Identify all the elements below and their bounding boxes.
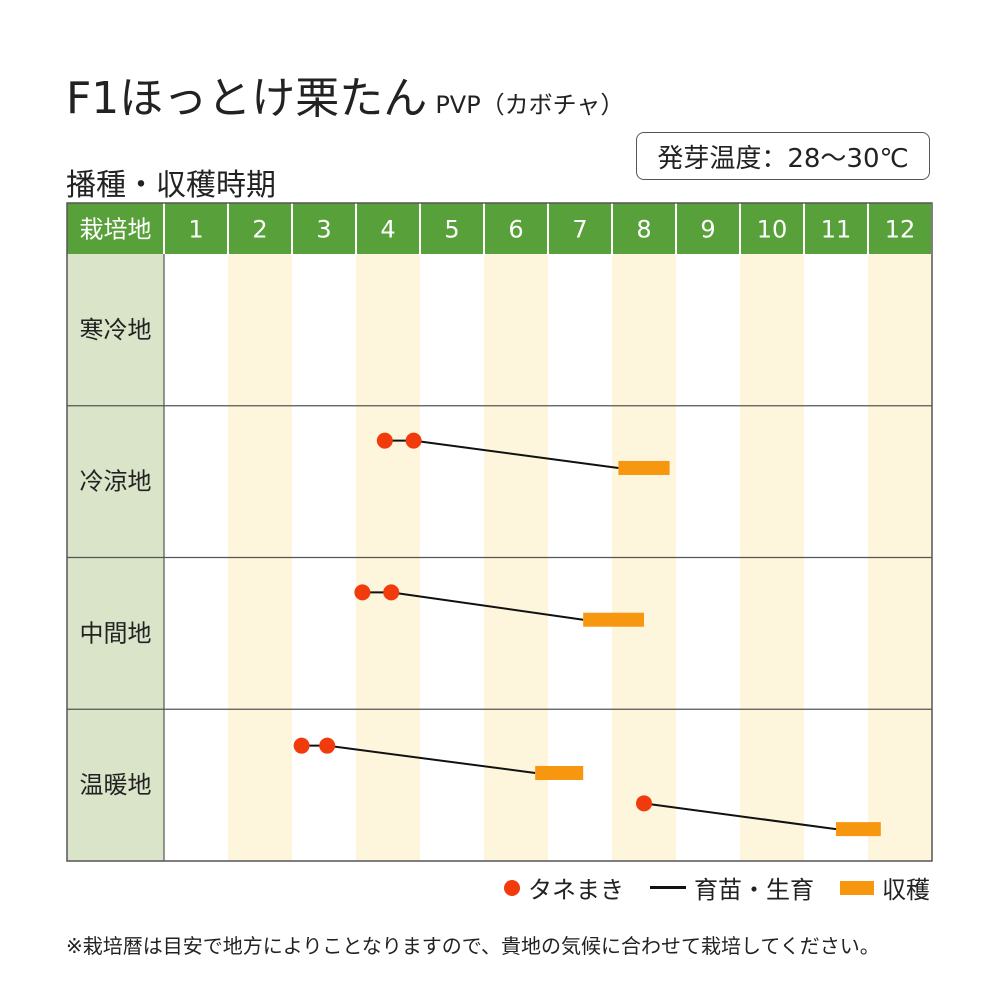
- title-main: F1ほっとけ栗たん: [66, 73, 428, 124]
- harvest-bar: [535, 765, 584, 780]
- growing-line-icon: [650, 886, 686, 889]
- legend-label-sowing: タネまき: [528, 876, 624, 904]
- month-label: 3: [316, 216, 331, 244]
- sowing-dot-icon: [504, 879, 520, 896]
- month-label: 4: [380, 216, 395, 244]
- section-title: 播種・収穫時期: [66, 168, 276, 203]
- legend-label-harvest: 収穫: [882, 876, 930, 904]
- header-label-region: 栽培地: [80, 216, 152, 244]
- month-label: 1: [188, 216, 203, 244]
- month-label: 9: [700, 216, 715, 244]
- month-label: 12: [885, 216, 916, 244]
- region-label: 冷涼地: [80, 468, 152, 496]
- harvest-bar: [583, 612, 644, 627]
- growing-line: [391, 591, 584, 621]
- harvest-bar: [836, 822, 881, 837]
- table-border: [66, 202, 933, 862]
- region-label: 寒冷地: [80, 316, 152, 344]
- sowing-point: [405, 432, 422, 449]
- sowing-point: [636, 795, 652, 812]
- legend-label-growing: 育苗・生育: [694, 876, 814, 904]
- growing-line: [327, 744, 536, 774]
- legend-item-growing: 育苗・生育: [650, 870, 814, 905]
- month-label: 8: [636, 216, 651, 244]
- header-row: [67, 203, 932, 254]
- sowing-point: [319, 737, 336, 754]
- footnote: ※栽培暦は目安で地方によりことなりますので、貴地の気候に合わせて栽培してください…: [66, 934, 880, 958]
- harvest-bar: [618, 460, 670, 475]
- month-label: 2: [252, 216, 267, 244]
- month-label: 7: [572, 216, 587, 244]
- month-label: 11: [821, 216, 852, 244]
- growing-line: [413, 439, 619, 469]
- month-label: 10: [757, 216, 788, 244]
- germination-temperature-badge: 発芽温度：28〜30℃: [636, 132, 930, 180]
- legend-item-sowing: タネまき: [504, 870, 624, 905]
- region-label: 温暖地: [80, 771, 152, 799]
- page-title: F1ほっとけ栗たん PVP（カボチャ）: [66, 62, 624, 126]
- sowing-point: [293, 737, 310, 754]
- harvest-bar-icon: [840, 880, 874, 895]
- month-label: 6: [508, 216, 523, 244]
- growing-line: [643, 802, 837, 831]
- month-label: 5: [444, 216, 459, 244]
- region-label: 中間地: [80, 619, 152, 647]
- legend: タネまき 育苗・生育 収穫: [478, 870, 930, 905]
- legend-item-harvest: 収穫: [840, 870, 930, 905]
- sowing-point: [383, 584, 400, 601]
- sowing-point: [354, 584, 371, 601]
- sowing-point: [376, 432, 393, 449]
- title-sub: PVP（カボチャ）: [435, 91, 625, 119]
